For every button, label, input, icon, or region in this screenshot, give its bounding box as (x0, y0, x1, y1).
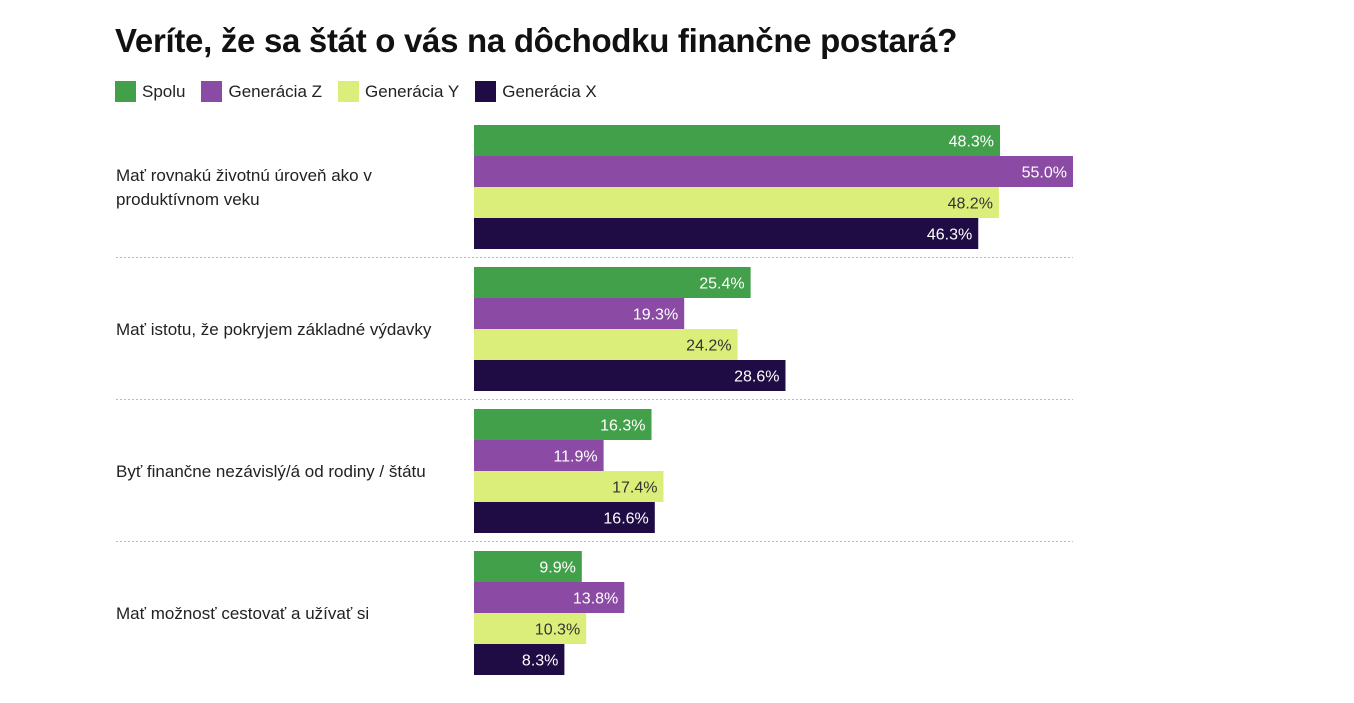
data-label: 46.3% (927, 227, 972, 244)
category-label: Mať možnosť cestovať a užívať si (116, 604, 369, 623)
bar (474, 471, 664, 502)
category-label: Mať rovnakú životnú úroveň ako v (116, 166, 372, 185)
data-label: 13.8% (573, 591, 618, 608)
data-label: 10.3% (535, 622, 580, 639)
bar (474, 218, 979, 249)
category-label: produktívnom veku (116, 190, 260, 209)
data-label: 9.9% (539, 560, 575, 577)
bar (474, 298, 685, 329)
legend-swatch (201, 81, 223, 102)
bar (474, 502, 655, 533)
bar (474, 409, 652, 440)
legend-item: Generácia Z (201, 81, 322, 102)
legend-swatch (475, 81, 497, 102)
bar (474, 582, 625, 613)
bar (474, 644, 565, 675)
bar (474, 440, 604, 471)
bar (474, 125, 1001, 156)
legend-swatch (115, 81, 136, 102)
data-label: 19.3% (633, 307, 678, 324)
legend-label: Generácia Y (365, 81, 460, 101)
data-label: 25.4% (699, 276, 744, 293)
category-label: Mať istotu, že pokryjem základné výdavky (116, 320, 432, 339)
data-label: 24.2% (686, 338, 731, 355)
bar (474, 187, 999, 218)
bar (474, 329, 738, 360)
data-label: 16.3% (600, 418, 645, 435)
legend-label: Generácia Z (228, 81, 323, 101)
legend-swatch (338, 81, 360, 102)
bar (474, 613, 587, 644)
data-label: 17.4% (612, 480, 657, 497)
chart-title: Veríte, že sa štát o vás na dôchodku fin… (115, 22, 958, 59)
legend-item: Generácia X (475, 81, 597, 102)
legend-label: Spolu (142, 81, 186, 101)
category-label: Byť finančne nezávislý/á od rodiny / štá… (116, 462, 426, 481)
bar (474, 267, 751, 298)
legend: Spolu Generácia Z Generácia Y Generácia X (115, 81, 597, 102)
legend-label: Generácia X (502, 81, 597, 101)
bar (474, 360, 786, 391)
legend-item: Spolu (115, 81, 185, 102)
data-label: 55.0% (1022, 165, 1067, 182)
bar (474, 551, 582, 582)
data-label: 8.3% (522, 653, 558, 670)
legend-item: Generácia Y (338, 81, 459, 102)
data-label: 48.3% (949, 134, 994, 151)
data-label: 48.2% (948, 196, 993, 213)
bar (474, 156, 1073, 187)
data-label: 11.9% (553, 449, 597, 466)
data-label: 16.6% (603, 511, 648, 528)
data-label: 28.6% (734, 369, 779, 386)
